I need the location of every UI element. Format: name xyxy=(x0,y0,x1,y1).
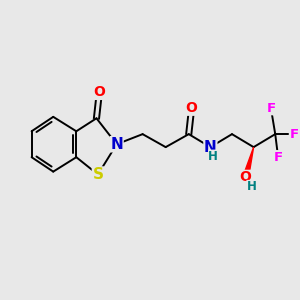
Text: F: F xyxy=(290,128,298,141)
Text: H: H xyxy=(208,150,218,163)
Text: H: H xyxy=(247,180,256,193)
Text: S: S xyxy=(92,167,104,182)
Text: O: O xyxy=(239,170,251,184)
Text: F: F xyxy=(274,151,283,164)
Polygon shape xyxy=(244,147,254,175)
Text: N: N xyxy=(204,140,217,154)
Text: O: O xyxy=(186,101,198,115)
Text: F: F xyxy=(266,102,275,115)
Text: N: N xyxy=(110,137,123,152)
Text: O: O xyxy=(93,85,105,99)
